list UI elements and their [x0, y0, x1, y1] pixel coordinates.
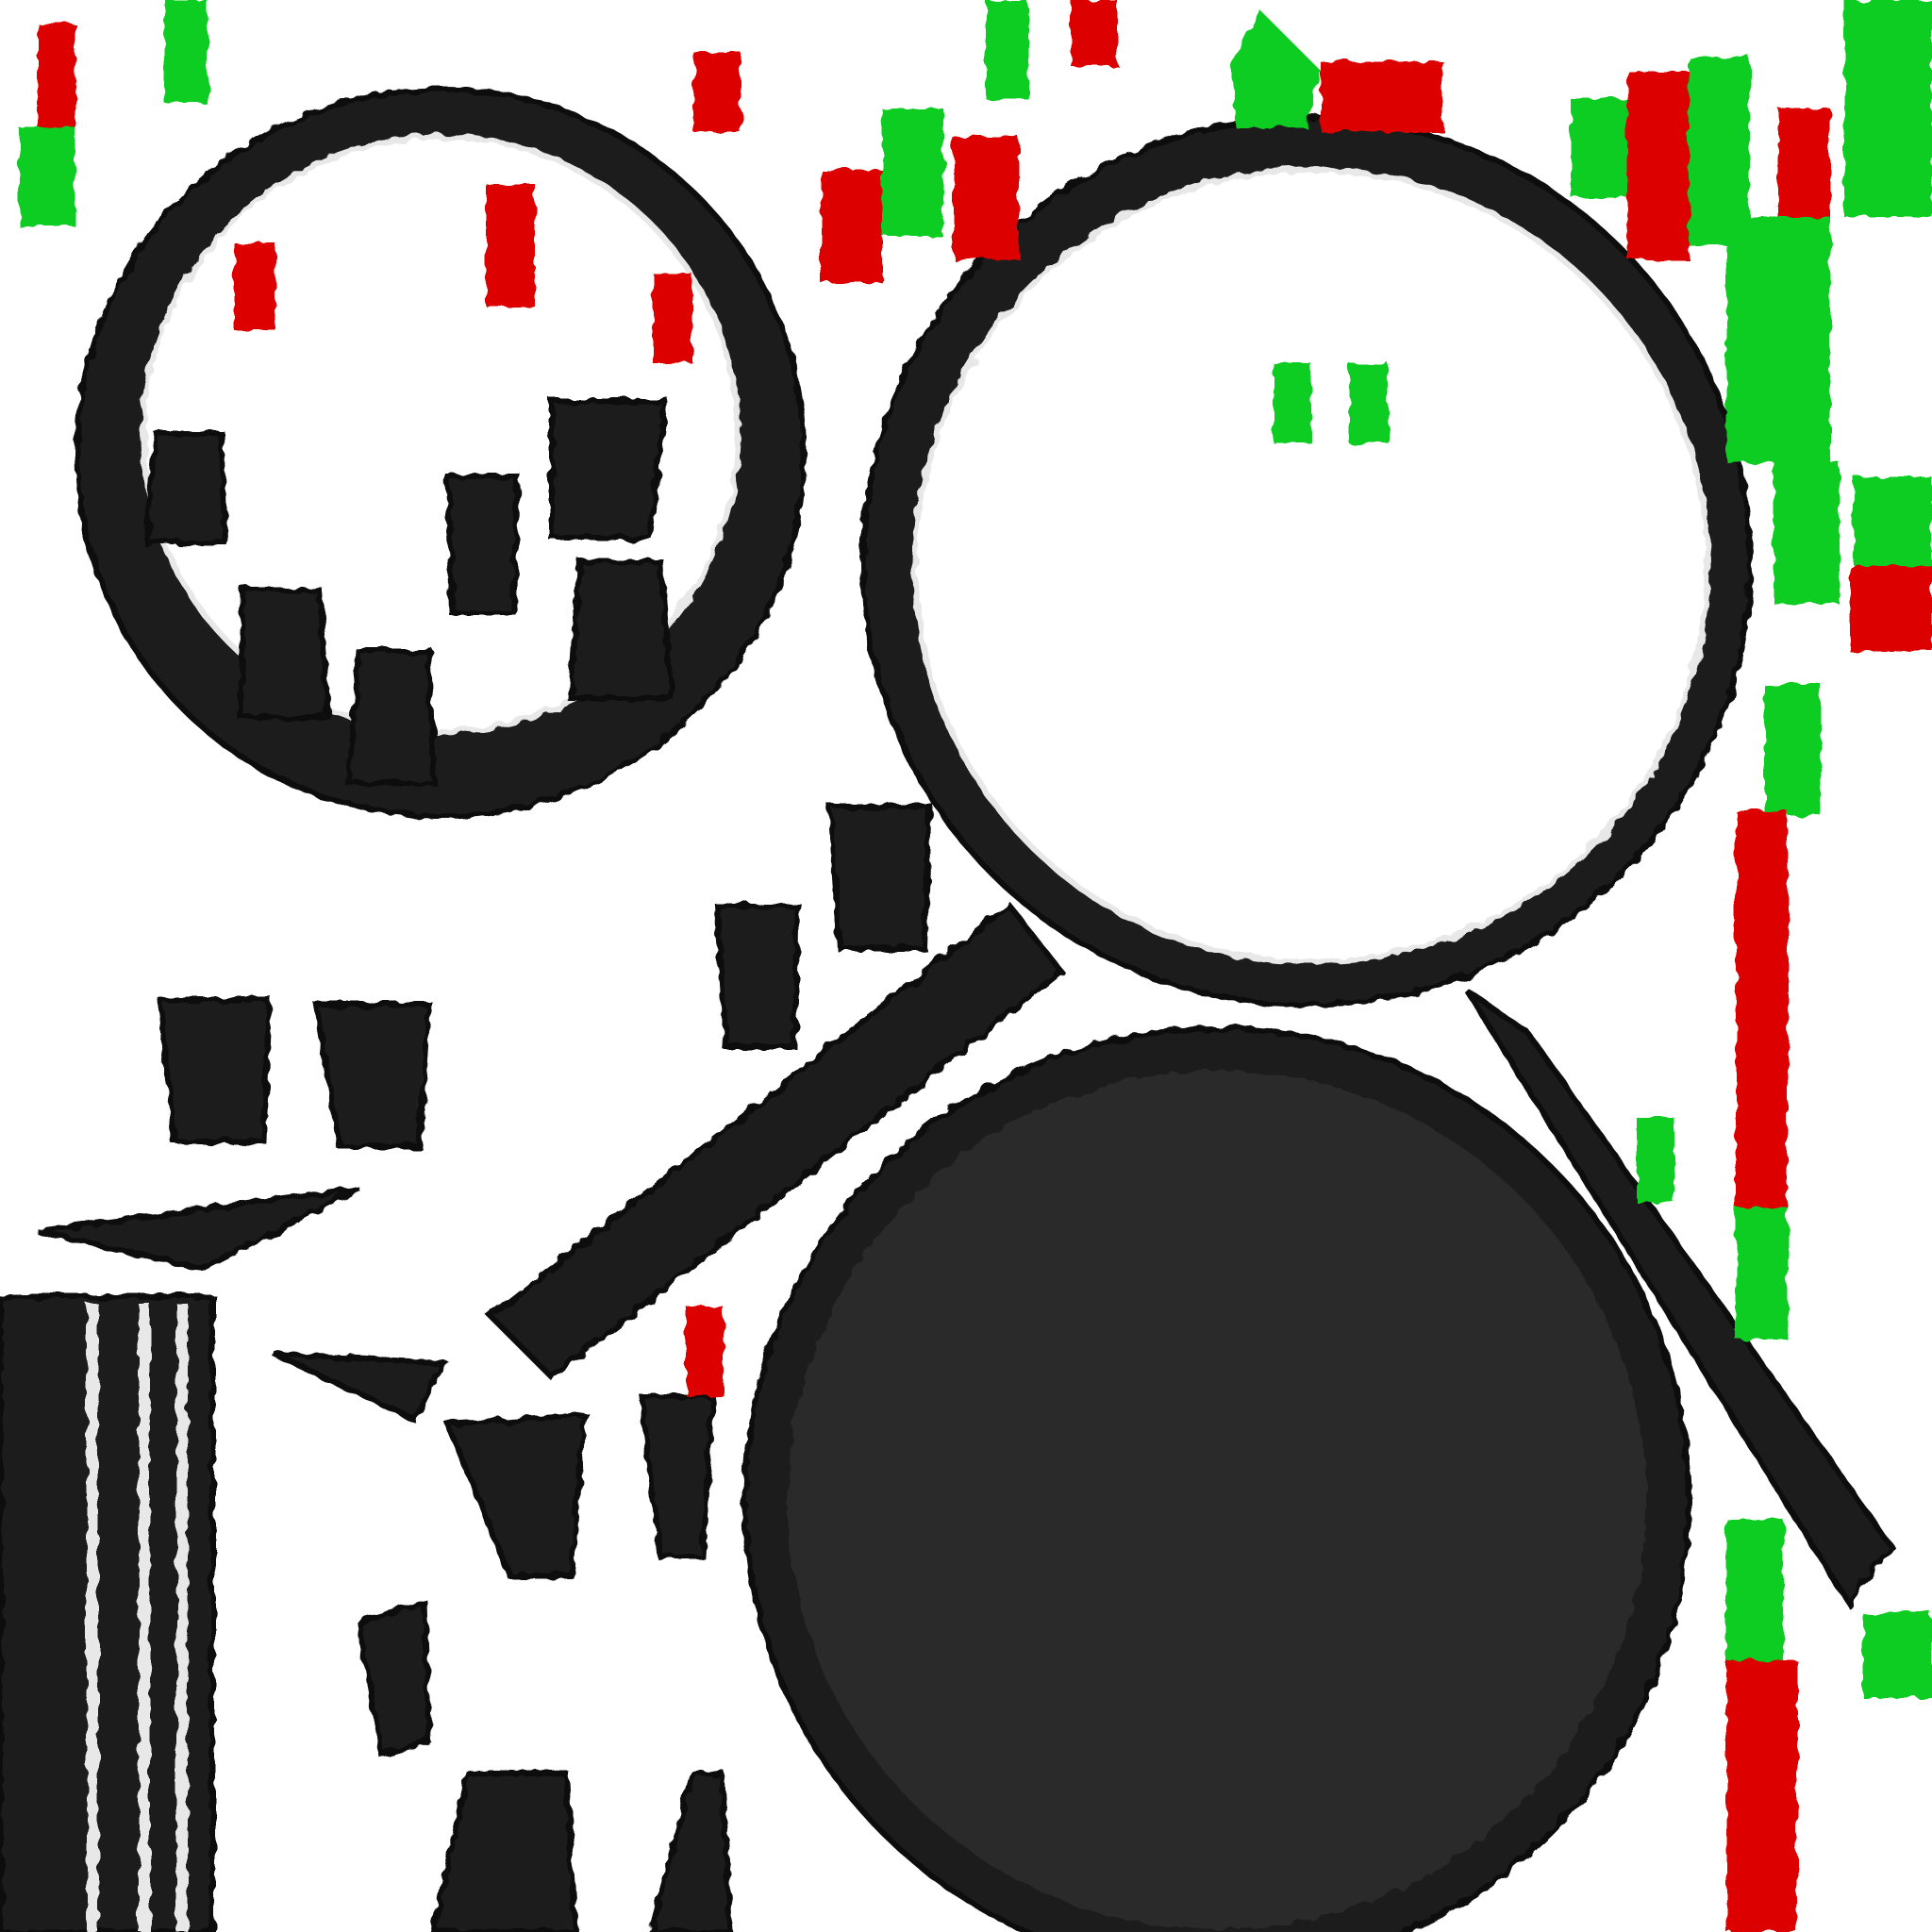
accent-red-strip: [1736, 811, 1788, 1208]
accent-green-strip: [1764, 684, 1821, 816]
grille-slot: [176, 1304, 188, 1932]
ring-top-right: [860, 115, 1753, 1008]
accent-red-strip: [953, 137, 1019, 259]
accent-red-strip: [38, 24, 75, 127]
accent-green-strip: [1637, 1118, 1674, 1203]
accent-green-strip: [1844, 0, 1932, 217]
accent-red-strip: [1627, 71, 1689, 259]
accent-green-strip: [1726, 217, 1830, 462]
grille-slot: [139, 1304, 150, 1932]
accent-red-strip: [653, 274, 692, 363]
dark-tab-piece: [312, 1002, 433, 1149]
accent-green-strip: [1736, 1208, 1788, 1340]
accent-green-strip: [1774, 462, 1840, 604]
strut-left: [486, 901, 1066, 1382]
accent-green-strip: [986, 0, 1028, 99]
accent-strips: [19, 0, 1932, 1932]
accent-green-strip: [1863, 1613, 1932, 1698]
accent-green-strip: [1854, 476, 1932, 571]
dark-tab-piece: [713, 903, 801, 1050]
dark-tab-piece: [647, 1771, 735, 1932]
dark-tab-piece: [157, 997, 273, 1144]
accent-green-strip: [19, 127, 75, 226]
accent-green-mark: [1274, 363, 1311, 443]
dark-tab-piece: [638, 1393, 716, 1559]
disc-bottom: [742, 1025, 1691, 1932]
accent-green-strip: [1689, 57, 1750, 245]
wedge-piece: [37, 1186, 360, 1273]
grille-slot: [87, 1304, 98, 1932]
accent-red-strip: [486, 184, 535, 307]
dark-tab-piece: [355, 1600, 433, 1758]
accent-green-mark: [1349, 363, 1389, 443]
accent-red-strip: [1071, 0, 1118, 66]
dark-tab-piece: [549, 398, 669, 541]
dark-tab-piece: [345, 648, 438, 786]
ring-inner-pieces: [142, 184, 692, 786]
accent-green-drop: [1231, 9, 1321, 127]
ring-inner-hole: [912, 167, 1710, 965]
dark-tab-piece: [567, 558, 675, 701]
dark-tab-piece: [444, 474, 521, 616]
accent-red-strip: [686, 1307, 724, 1396]
accent-green-strip: [165, 0, 208, 104]
strut-pieces: [486, 901, 1895, 1609]
dark-tab-piece: [443, 1411, 589, 1578]
accent-red-strip: [234, 243, 275, 330]
dark-tab-piece: [237, 587, 332, 720]
accent-red-strip: [1726, 1660, 1797, 1932]
lower-left-pieces: [355, 1307, 735, 1932]
accent-red-strip: [693, 52, 741, 132]
accent-red-strip: [1321, 61, 1443, 132]
strut-right: [1464, 988, 1895, 1609]
dark-tab-piece: [430, 1771, 579, 1932]
accent-green-strip: [882, 108, 943, 236]
accent-green-strip: [1726, 1519, 1783, 1660]
dark-tab-piece: [826, 804, 933, 951]
accent-red-strip: [821, 170, 882, 283]
disc-inner-shade: [788, 1071, 1646, 1929]
wedge-piece: [272, 1351, 448, 1424]
dark-tab-piece: [142, 431, 228, 545]
mid-left-pieces: [0, 804, 933, 1932]
accent-red-strip: [1849, 566, 1932, 651]
